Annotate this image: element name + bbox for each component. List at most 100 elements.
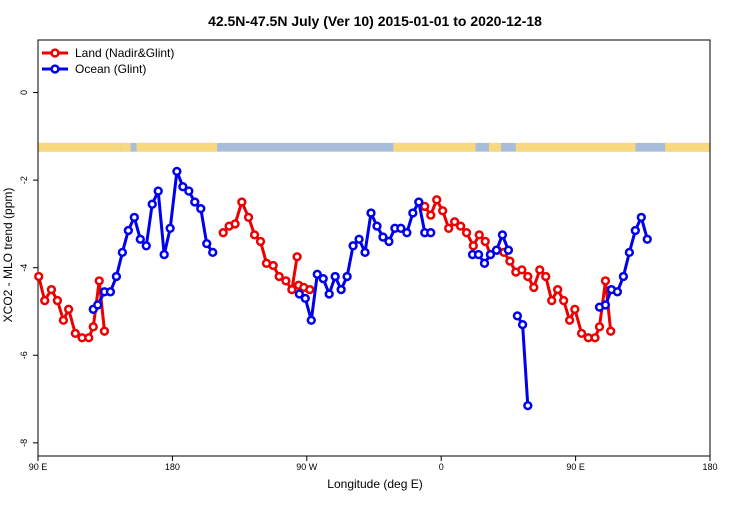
data-point — [281, 276, 291, 286]
data-point — [455, 221, 466, 231]
data-point — [306, 315, 316, 325]
x-tick-label: 180 — [702, 462, 717, 472]
data-point — [88, 322, 98, 332]
data-point — [612, 287, 623, 297]
data-point — [606, 326, 616, 336]
data-point — [94, 276, 104, 286]
data-point — [324, 289, 334, 299]
data-point — [529, 282, 539, 293]
x-tick-label: 90 E — [566, 462, 585, 472]
data-point — [111, 271, 122, 282]
data-point — [630, 225, 640, 236]
data-point — [576, 328, 587, 339]
land-band — [120, 142, 131, 152]
data-point — [342, 271, 352, 282]
chart-title: 42.5N-47.5N July (Ver 10) 2015-01-01 to … — [208, 13, 542, 29]
land-band — [488, 142, 501, 152]
data-point — [141, 241, 151, 251]
data-point — [432, 195, 442, 205]
data-point — [178, 182, 188, 192]
data-point — [70, 328, 80, 339]
data-point — [408, 208, 418, 218]
data-point — [165, 223, 175, 233]
legend-swatch-marker — [50, 48, 60, 58]
data-point — [360, 247, 370, 258]
data-point — [196, 203, 206, 214]
data-point — [172, 166, 182, 177]
series-line — [516, 315, 530, 406]
data-point — [384, 236, 394, 247]
data-point — [255, 236, 266, 247]
data-point — [414, 197, 424, 207]
x-tick-label: 90 W — [296, 462, 318, 472]
legend: Land (Nadir&Glint) Ocean (Glint) — [42, 46, 174, 76]
data-point — [479, 258, 490, 268]
data-point — [366, 208, 376, 218]
data-point — [147, 199, 157, 209]
data-point — [600, 300, 611, 310]
data-point — [461, 228, 472, 238]
data-point — [642, 234, 652, 244]
data-point — [420, 201, 430, 212]
data-point — [553, 284, 563, 295]
data-point — [135, 234, 145, 244]
y-tick-label: -6 — [19, 351, 29, 359]
data-point — [444, 223, 454, 233]
data-point — [58, 315, 69, 325]
series-land — [34, 195, 616, 343]
legend-swatch-marker — [50, 64, 60, 74]
data-point — [184, 186, 194, 196]
y-tick-label: -8 — [19, 439, 29, 447]
data-point — [438, 206, 448, 216]
data-point — [129, 212, 139, 222]
data-point — [159, 249, 169, 260]
data-point — [426, 228, 436, 238]
land-band — [38, 142, 121, 152]
data-point — [624, 247, 635, 258]
data-point — [218, 228, 228, 238]
data-point — [590, 333, 600, 343]
data-point — [517, 265, 527, 275]
data-point — [52, 295, 63, 306]
data-point — [559, 295, 569, 306]
x-axis-label: Longitude (deg E) — [327, 477, 422, 491]
land-ocean-strip — [38, 142, 710, 152]
data-point — [618, 271, 629, 282]
data-point — [312, 269, 322, 279]
data-point — [190, 197, 200, 207]
data-point — [570, 304, 580, 314]
data-point — [153, 186, 163, 196]
series-ocean — [88, 166, 652, 411]
data-point — [541, 271, 551, 282]
land-band — [665, 142, 710, 152]
data-point — [287, 284, 297, 295]
data-point — [491, 245, 502, 255]
data-point — [535, 265, 545, 275]
data-point — [63, 304, 74, 314]
axes: 90 E 180 90 W 0 90 E 180 0 -2 -4 -6 -8 — [19, 39, 718, 472]
data-point — [512, 311, 523, 321]
data-point — [468, 241, 478, 251]
data-point — [202, 238, 212, 249]
data-point — [330, 271, 340, 282]
data-point — [354, 234, 364, 244]
data-point — [305, 284, 315, 295]
data-point — [99, 326, 110, 336]
data-point — [396, 223, 406, 233]
data-point — [426, 210, 436, 220]
x-tick-label: 90 E — [29, 462, 48, 472]
data-point — [503, 245, 514, 255]
series-line — [298, 200, 431, 322]
land-band — [136, 142, 218, 152]
legend-label: Land (Nadir&Glint) — [75, 46, 174, 60]
data-point — [300, 293, 310, 304]
x-tick-label: 0 — [439, 462, 444, 472]
data-point — [208, 247, 218, 258]
y-axis-label: XCO2 - MLO trend (ppm) — [1, 188, 15, 323]
data-point — [249, 230, 260, 240]
land-band — [515, 142, 636, 152]
data-point — [523, 271, 533, 282]
plot-frame — [37, 39, 711, 457]
data-point — [268, 260, 278, 271]
